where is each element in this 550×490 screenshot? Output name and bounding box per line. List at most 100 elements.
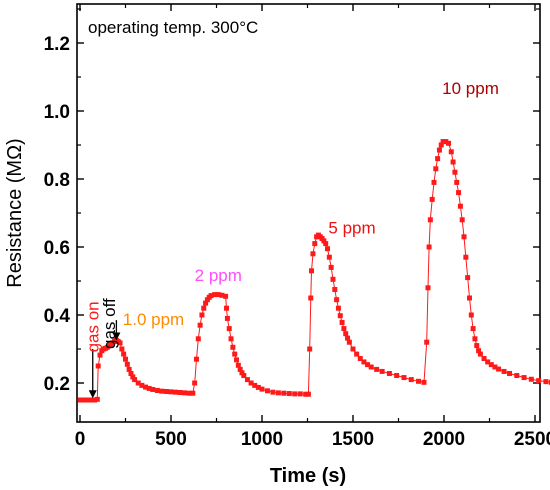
data-point [132, 377, 138, 383]
annotation-label: 5 ppm [328, 218, 375, 237]
data-point [330, 276, 336, 282]
data-point [97, 352, 103, 358]
annotation-label: 1.0 ppm [123, 310, 184, 329]
data-point [135, 380, 141, 386]
data-point [429, 196, 435, 202]
data-markers [77, 139, 550, 403]
data-point [203, 300, 209, 306]
data-point [326, 254, 332, 260]
data-point [297, 391, 303, 397]
x-tick-label: 1500 [332, 429, 374, 450]
data-point [438, 142, 444, 148]
data-point [492, 364, 498, 370]
data-point [379, 368, 385, 374]
data-point [427, 217, 433, 223]
data-point [361, 359, 367, 365]
gas-off-arrow-head [112, 332, 121, 341]
data-point [177, 390, 183, 396]
data-point [212, 292, 218, 298]
data-point [548, 379, 550, 385]
data-point [88, 397, 94, 403]
data-point [292, 391, 298, 397]
data-point [485, 359, 491, 365]
data-point [228, 336, 234, 342]
y-tick-label: 0.6 [44, 238, 70, 259]
data-point [433, 166, 439, 172]
y-axis-title: Resistance (MΩ) [4, 138, 26, 287]
data-point [354, 351, 360, 357]
data-point [163, 389, 169, 394]
data-point [470, 326, 476, 332]
x-tick-label: 2000 [423, 429, 465, 450]
annotation-label: 10 ppm [442, 79, 499, 98]
data-point [192, 380, 198, 386]
data-point [343, 331, 349, 337]
data-point [312, 241, 318, 247]
data-point [443, 139, 449, 145]
data-point [335, 305, 341, 311]
data-point [173, 389, 179, 395]
data-point [477, 351, 483, 357]
data-point [244, 377, 250, 383]
y-tick-label: 0.8 [44, 170, 70, 191]
data-point [368, 364, 374, 370]
data-point [224, 305, 230, 311]
data-point [281, 390, 287, 396]
y-tick-label: 0.4 [44, 306, 71, 327]
data-point [305, 391, 311, 397]
data-point [182, 390, 188, 396]
data-point [468, 312, 474, 318]
data-point [501, 368, 507, 374]
data-point [321, 238, 327, 244]
data-point [248, 380, 254, 386]
data-point [117, 340, 123, 346]
data-point [474, 343, 480, 349]
data-point [143, 384, 149, 390]
data-point [154, 387, 160, 393]
data-point [521, 375, 527, 381]
data-point [401, 375, 407, 381]
data-point [332, 287, 338, 292]
data-point [234, 357, 240, 363]
data-point [232, 351, 238, 357]
data-point [230, 344, 236, 350]
data-point [350, 346, 356, 352]
annotation-label: gas off [100, 298, 119, 349]
data-point [481, 356, 487, 362]
data-point [507, 370, 513, 376]
data-point [543, 379, 549, 385]
data-point [168, 389, 174, 395]
data-point [310, 251, 316, 257]
x-tick-label: 500 [155, 429, 187, 450]
data-point [528, 376, 534, 382]
data-point [488, 362, 494, 368]
data-point [421, 379, 427, 385]
data-point [159, 388, 165, 394]
data-point [450, 159, 456, 165]
data-point [446, 140, 452, 146]
data-point [237, 366, 243, 372]
data-point [126, 366, 132, 372]
gas-on-arrow-head [88, 390, 97, 399]
data-point [452, 169, 458, 175]
data-point [374, 366, 380, 372]
data-point [95, 363, 101, 369]
data-point [124, 361, 130, 367]
data-point [431, 179, 437, 185]
data-point [241, 373, 247, 379]
data-point [448, 149, 454, 155]
data-point [119, 346, 125, 352]
data-point [386, 370, 392, 376]
data-point [325, 246, 331, 252]
data-point [476, 348, 482, 354]
data-point [346, 339, 352, 345]
data-point [121, 351, 127, 357]
data-point [128, 370, 134, 376]
data-point [139, 382, 145, 388]
data-point [465, 275, 471, 281]
data-point [334, 297, 340, 303]
data-point [357, 356, 363, 362]
